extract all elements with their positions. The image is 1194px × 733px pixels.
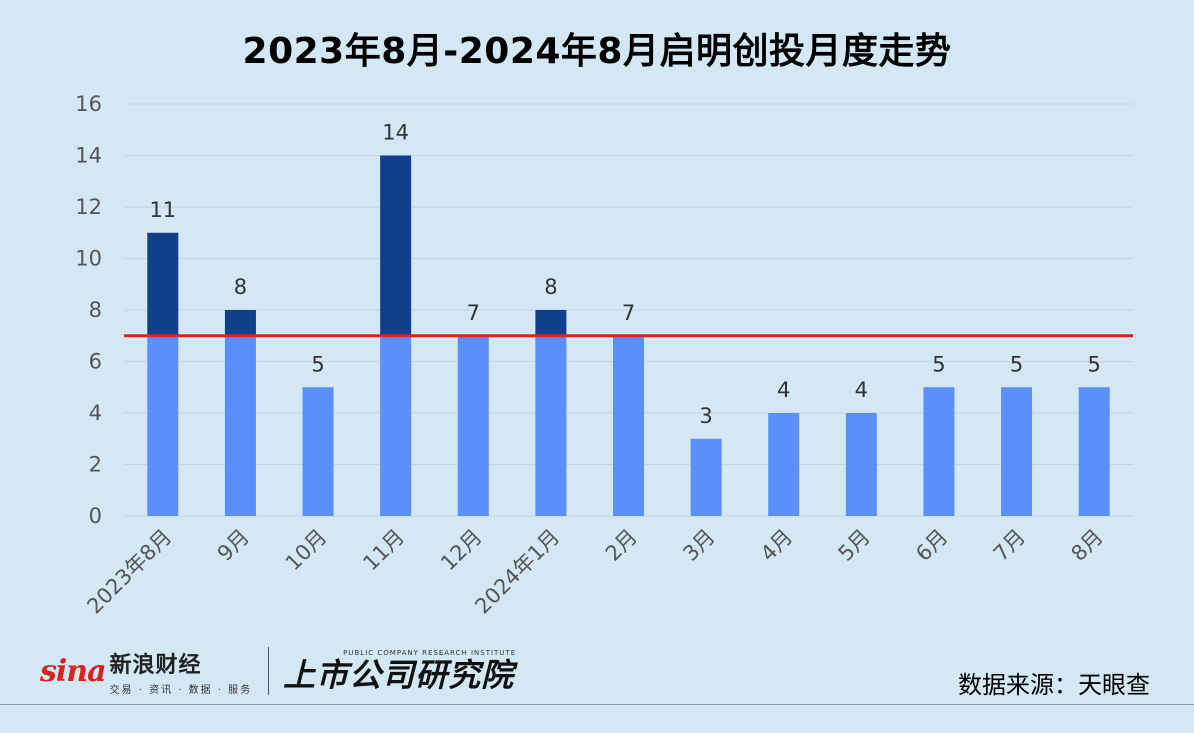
bar-above-reference	[147, 232, 179, 336]
bar	[302, 387, 334, 516]
bar	[1001, 387, 1033, 516]
x-tick-label: 5月	[834, 525, 875, 566]
bar	[613, 335, 644, 516]
bar	[224, 335, 256, 516]
bar-above-reference	[224, 310, 256, 336]
y-tick-label: 10	[75, 247, 102, 271]
sina-slogan: 交易 · 资讯 · 数据 · 服务	[109, 684, 253, 696]
bar	[768, 413, 800, 516]
sina-text-block: 新浪财经 交易 · 资讯 · 数据 · 服务	[110, 647, 253, 696]
data-label: 11	[149, 198, 176, 222]
y-tick-label: 16	[75, 92, 102, 116]
x-tick-label: 11月	[358, 525, 409, 576]
x-tick-label: 2024年1月	[471, 525, 565, 619]
bar	[380, 335, 412, 516]
data-label: 4	[777, 378, 790, 402]
data-label: 5	[1088, 352, 1101, 376]
data-label: 4	[855, 378, 868, 402]
data-label: 8	[544, 275, 557, 299]
bar	[923, 387, 955, 516]
bar	[457, 335, 489, 516]
data-label: 5	[311, 352, 324, 376]
bar	[147, 335, 179, 516]
y-tick-label: 6	[89, 350, 102, 374]
data-label: 7	[467, 301, 480, 325]
x-tick-label: 7月	[989, 525, 1030, 566]
x-tick-label: 3月	[678, 525, 719, 566]
sina-finance-logo: sina 新浪财经 交易 · 资讯 · 数据 · 服务 PUBLIC COMPA…	[40, 645, 516, 697]
bar-above-reference	[535, 310, 567, 336]
y-tick-label: 2	[89, 453, 102, 477]
chart-title: 2023年8月-2024年8月启明创投月度走势	[242, 31, 952, 72]
bar	[690, 438, 722, 516]
x-tick-label: 12月	[436, 525, 487, 576]
y-tick-label: 4	[89, 401, 102, 425]
y-tick-label: 14	[75, 144, 102, 168]
x-tick-label: 4月	[756, 525, 797, 566]
data-label: 14	[382, 121, 409, 145]
data-label: 8	[234, 275, 247, 299]
x-tick-label: 10月	[281, 525, 332, 576]
x-tick-label: 9月	[213, 525, 254, 566]
bottom-divider	[0, 704, 1194, 705]
y-tick-label: 8	[89, 298, 102, 322]
bar	[1078, 387, 1110, 516]
bar	[535, 335, 567, 516]
y-tick-label: 0	[89, 504, 102, 528]
data-label: 3	[699, 404, 712, 428]
data-source: 数据来源：天眼查	[958, 671, 1150, 699]
x-tick-label: 2023年8月	[82, 525, 176, 619]
research-institute-cn: 上市公司研究院	[283, 656, 515, 694]
x-tick-label: 8月	[1066, 525, 1107, 566]
research-institute-logo: PUBLIC COMPANY RESEARCH INSTITUTE 上市公司研究…	[283, 649, 516, 693]
x-tick-label: 2月	[601, 525, 642, 566]
research-institute-en: PUBLIC COMPANY RESEARCH INSTITUTE	[343, 649, 517, 657]
sina-logo-mark: sina	[40, 653, 107, 689]
data-label: 5	[932, 352, 945, 376]
data-label: 5	[1010, 352, 1023, 376]
bar-above-reference	[380, 155, 412, 336]
logo-divider	[268, 647, 270, 695]
y-tick-label: 12	[75, 195, 102, 219]
bar	[845, 413, 877, 516]
x-tick-label: 6月	[911, 525, 952, 566]
data-label: 7	[622, 301, 635, 325]
bar-chart: 0 2 4 6 8 10 12 14 16 11 2023年8月 8 9月 5 10月 14 11月 7 12月 8 2…	[75, 92, 1133, 619]
sina-name: 新浪财经	[109, 652, 202, 678]
